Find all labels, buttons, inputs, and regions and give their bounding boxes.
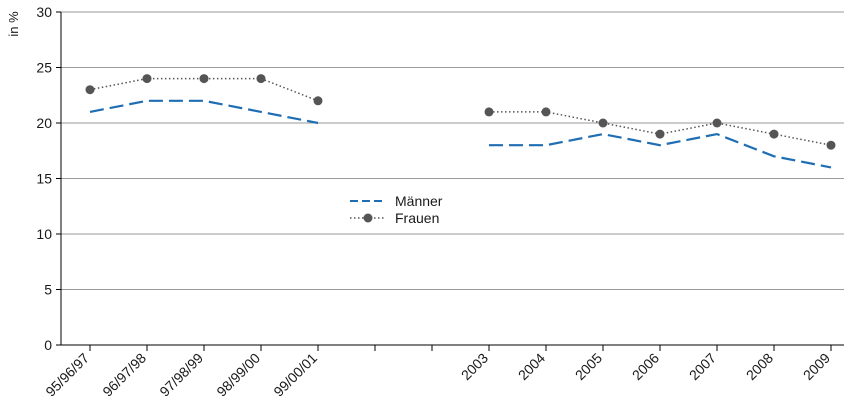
y-axis-label: in % (6, 11, 21, 37)
data-point (256, 74, 266, 84)
x-tick-labels: 95/96/97 96/97/98 97/98/99 98/99/00 99/00/01… (42, 350, 833, 400)
series-frauen (85, 74, 836, 150)
gridlines (61, 11, 844, 290)
data-point (826, 140, 836, 150)
series-maenner (89, 99, 832, 169)
x-tick-label: 2008 (743, 350, 776, 383)
y-tick-labels: 0 5 10 15 20 25 30 (36, 4, 52, 353)
data-point (598, 118, 608, 128)
x-tick-label: 2006 (629, 350, 662, 383)
y-tick-label: 15 (36, 171, 52, 187)
legend-marker (363, 213, 373, 223)
data-point (712, 118, 722, 128)
x-tick-label: 2003 (458, 350, 491, 383)
y-tick-label: 30 (36, 4, 52, 20)
data-point (199, 74, 209, 84)
y-tick-label: 0 (44, 337, 52, 353)
data-point (655, 129, 665, 139)
legend-label: Männer (395, 193, 443, 209)
data-point (85, 85, 95, 95)
x-tick-label: 2005 (572, 350, 605, 383)
y-tick-label: 5 (44, 282, 52, 298)
legend-item: Männer (350, 193, 443, 209)
x-tick-label: 98/99/00 (213, 350, 263, 400)
x-tick-label: 99/00/01 (270, 350, 320, 400)
data-point (541, 107, 551, 117)
x-tick-label: 97/98/99 (156, 350, 206, 400)
y-tick-label: 20 (36, 115, 52, 131)
data-point (484, 107, 494, 117)
x-tick-label: 2007 (686, 350, 719, 383)
x-tick-label: 2009 (800, 350, 833, 383)
axes (56, 11, 844, 351)
data-point (769, 129, 779, 139)
y-tick-label: 25 (36, 60, 52, 76)
x-tick-label: 95/96/97 (42, 350, 92, 400)
y-tick-label: 10 (36, 226, 52, 242)
data-point (142, 74, 152, 84)
data-point (313, 96, 323, 106)
series-line (89, 99, 319, 125)
series-line (489, 132, 832, 169)
series (85, 74, 836, 169)
x-tick-label: 2004 (515, 350, 548, 383)
series-line (489, 111, 832, 146)
legend-item: Frauen (350, 210, 439, 226)
series-line (89, 77, 319, 102)
x-tick-label: 96/97/98 (99, 350, 149, 400)
legend-label: Frauen (395, 210, 439, 226)
